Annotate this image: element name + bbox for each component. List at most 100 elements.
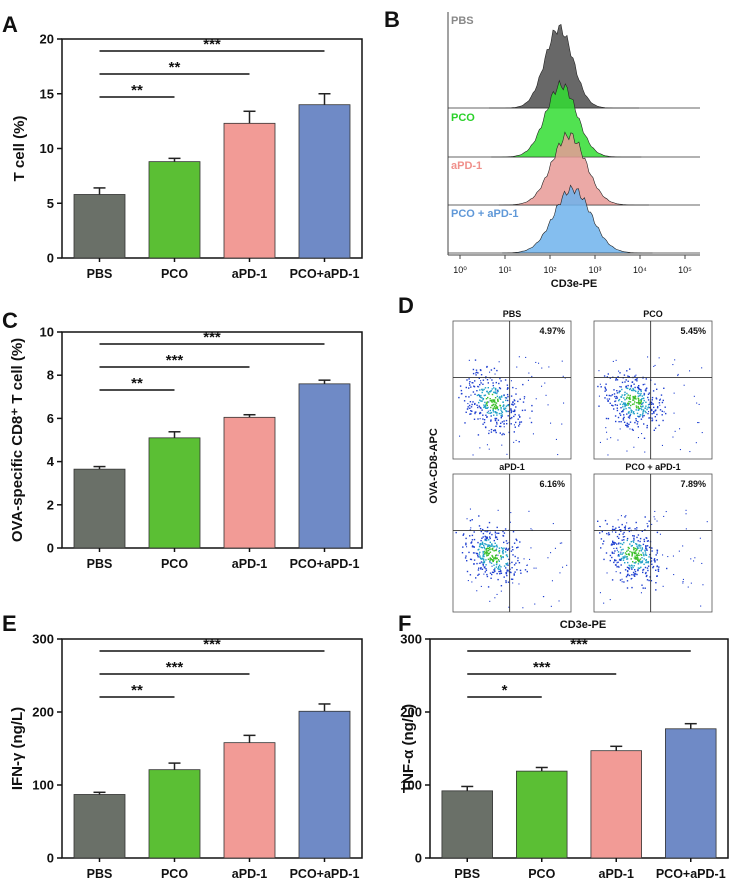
event-dot bbox=[494, 545, 496, 548]
event-dot bbox=[643, 393, 646, 395]
event-dot bbox=[472, 391, 475, 393]
y-tick-label: 100 bbox=[32, 778, 54, 793]
event-dot bbox=[644, 587, 646, 589]
event-dot bbox=[497, 409, 499, 411]
event-dot bbox=[656, 413, 658, 416]
event-dot bbox=[613, 541, 615, 544]
event-dot bbox=[637, 395, 640, 397]
event-dot bbox=[490, 411, 493, 414]
event-dot bbox=[654, 510, 656, 512]
event-dot bbox=[531, 375, 533, 377]
event-dot bbox=[655, 569, 657, 571]
event-dot bbox=[615, 571, 617, 573]
event-dot bbox=[674, 430, 676, 432]
event-dot bbox=[647, 540, 649, 542]
event-dot bbox=[629, 401, 632, 403]
event-dot bbox=[622, 406, 624, 408]
event-dot bbox=[639, 540, 641, 543]
event-dot bbox=[628, 403, 630, 405]
event-dot bbox=[502, 401, 504, 403]
event-dot bbox=[614, 542, 617, 544]
event-dot bbox=[654, 560, 656, 562]
event-dot bbox=[639, 395, 641, 397]
event-dot bbox=[480, 396, 482, 399]
event-dot bbox=[624, 516, 626, 518]
event-dot bbox=[627, 424, 629, 426]
event-dot bbox=[636, 556, 638, 559]
event-dot bbox=[619, 572, 622, 574]
event-dot bbox=[644, 566, 647, 569]
event-dot bbox=[510, 512, 512, 514]
dot-plot-frame bbox=[593, 473, 713, 613]
event-dot bbox=[469, 535, 471, 537]
event-dot bbox=[633, 547, 635, 549]
event-dot bbox=[630, 567, 632, 569]
event-dot bbox=[498, 564, 501, 566]
event-dot bbox=[628, 567, 630, 569]
event-dot bbox=[647, 399, 650, 401]
event-dot bbox=[495, 566, 498, 568]
event-dot bbox=[501, 444, 503, 446]
event-dot bbox=[644, 383, 646, 385]
event-dot bbox=[634, 421, 636, 424]
event-dot bbox=[498, 397, 500, 399]
event-dot bbox=[496, 546, 498, 548]
bar-pco bbox=[148, 161, 201, 259]
event-dot bbox=[631, 574, 633, 576]
event-dot bbox=[599, 383, 601, 385]
event-dot bbox=[656, 550, 658, 552]
event-dot bbox=[512, 401, 514, 404]
event-dot bbox=[611, 552, 614, 554]
event-dot bbox=[658, 566, 660, 568]
event-dot bbox=[653, 516, 655, 518]
x-tick-label: PBS bbox=[87, 867, 113, 881]
y-axis-label: OVA-specific CD8⁺ T cell (%) bbox=[9, 338, 26, 542]
event-dot bbox=[517, 557, 519, 559]
event-dot bbox=[631, 551, 633, 553]
significance-label: *** bbox=[570, 636, 588, 653]
event-dot bbox=[605, 417, 608, 420]
event-dot bbox=[621, 381, 624, 384]
event-dot bbox=[493, 400, 495, 402]
event-dot bbox=[500, 415, 502, 417]
event-dot bbox=[496, 421, 498, 424]
event-dot bbox=[495, 554, 498, 556]
event-dot bbox=[523, 398, 525, 400]
event-dot bbox=[492, 404, 494, 407]
event-dot bbox=[489, 409, 491, 412]
event-dot bbox=[529, 417, 531, 419]
event-dot bbox=[638, 385, 640, 387]
event-dot bbox=[620, 515, 622, 517]
event-dot bbox=[634, 547, 637, 550]
event-dot bbox=[491, 388, 493, 390]
event-dot bbox=[483, 546, 485, 548]
event-dot bbox=[480, 567, 482, 569]
event-dot bbox=[623, 408, 625, 411]
event-dot bbox=[633, 383, 635, 385]
event-dot bbox=[555, 438, 557, 440]
event-dot bbox=[651, 550, 653, 552]
event-dot bbox=[528, 510, 530, 512]
event-dot bbox=[538, 362, 540, 364]
event-dot bbox=[625, 403, 627, 405]
event-dot bbox=[516, 366, 518, 368]
event-dot bbox=[506, 384, 509, 386]
dot-plot-title: PBS bbox=[503, 309, 522, 319]
event-dot bbox=[639, 415, 641, 418]
event-dot bbox=[604, 388, 607, 390]
event-dot bbox=[503, 394, 505, 396]
event-dot bbox=[479, 418, 481, 420]
event-dot bbox=[624, 391, 626, 393]
event-dot bbox=[459, 385, 462, 387]
event-dot bbox=[487, 382, 489, 384]
event-dot bbox=[630, 384, 632, 387]
x-tick-label: PBS bbox=[87, 557, 113, 571]
event-dot bbox=[604, 390, 606, 392]
event-dot bbox=[506, 423, 508, 425]
event-dot bbox=[470, 406, 473, 408]
event-dot bbox=[484, 571, 486, 573]
event-dot bbox=[635, 409, 637, 411]
event-dot bbox=[470, 386, 472, 388]
event-dot bbox=[510, 417, 512, 420]
event-dot bbox=[626, 522, 628, 524]
